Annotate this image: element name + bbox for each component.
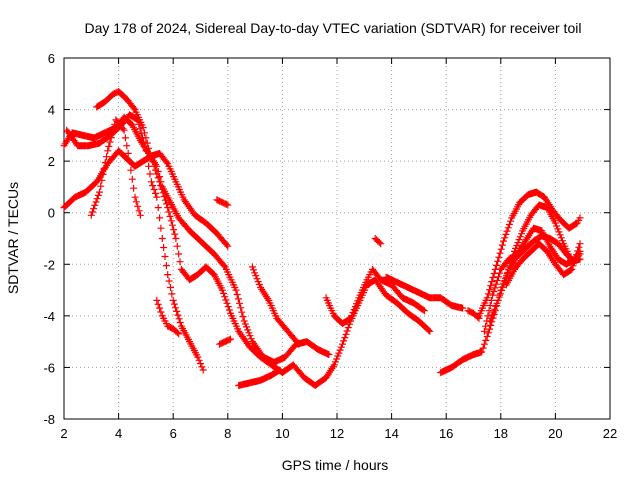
series-track-8 (213, 196, 232, 209)
data-point-markers (153, 296, 183, 338)
x-tick-label: 4 (115, 426, 122, 441)
series-track-6 (153, 296, 183, 338)
y-tick-label: -4 (43, 309, 55, 324)
x-tick-label: 14 (384, 426, 398, 441)
series-track-5 (87, 116, 144, 219)
data-point-markers (502, 240, 584, 289)
series-track-1 (60, 113, 333, 366)
data-point-markers (216, 335, 234, 348)
y-tick-label: 0 (48, 206, 55, 221)
series-track-11 (322, 265, 428, 328)
x-tick-label: 10 (275, 426, 289, 441)
y-tick-label: 2 (48, 154, 55, 169)
x-tick-label: 20 (548, 426, 562, 441)
data-point-markers (213, 196, 232, 209)
series-track-18 (502, 240, 584, 289)
y-axis: -8 -6 -4 -2 0 2 4 6 (43, 51, 610, 427)
data-point-markers (93, 88, 434, 389)
y-tick-label: 4 (48, 103, 55, 118)
y-tick-label: -8 (43, 412, 55, 427)
data-point-markers (322, 265, 428, 328)
data-marks (60, 88, 584, 389)
series-track-12 (382, 273, 467, 312)
data-point-markers (382, 273, 467, 312)
series-track-9 (235, 366, 284, 389)
series-track-10 (248, 263, 303, 348)
x-axis-label: GPS time / hours (282, 457, 389, 473)
chart-title: Day 178 of 2024, Sidereal Day-to-day VTE… (85, 20, 582, 36)
data-point-markers (464, 307, 483, 322)
x-tick-label: 6 (170, 426, 177, 441)
x-tick-label: 22 (603, 426, 617, 441)
series-track-19 (464, 307, 483, 322)
data-point-markers (60, 113, 333, 366)
x-tick-label: 8 (224, 426, 231, 441)
data-point-markers (60, 147, 232, 250)
x-axis: 2 4 6 8 10 12 14 16 18 20 22 (60, 58, 617, 441)
x-tick-label: 16 (439, 426, 453, 441)
data-point-markers (248, 263, 303, 348)
data-point-markers (486, 201, 584, 325)
data-point-markers (235, 366, 284, 389)
x-tick-label: 2 (60, 426, 67, 441)
data-point-markers (63, 111, 207, 374)
series-track-7 (216, 335, 234, 348)
x-tick-label: 18 (494, 426, 508, 441)
y-tick-label: 6 (48, 51, 55, 66)
series-track-17 (486, 201, 584, 325)
y-axis-label: SDTVAR / TECUs (5, 182, 21, 294)
data-point-markers (371, 235, 385, 248)
series-track-13 (371, 235, 385, 248)
series-track-4 (63, 111, 207, 374)
x-tick-label: 12 (330, 426, 344, 441)
y-tick-label: -2 (43, 257, 55, 272)
data-point-markers (87, 116, 144, 219)
series-track-3 (60, 147, 232, 250)
series-track-2 (93, 88, 434, 389)
y-tick-label: -6 (43, 360, 55, 375)
